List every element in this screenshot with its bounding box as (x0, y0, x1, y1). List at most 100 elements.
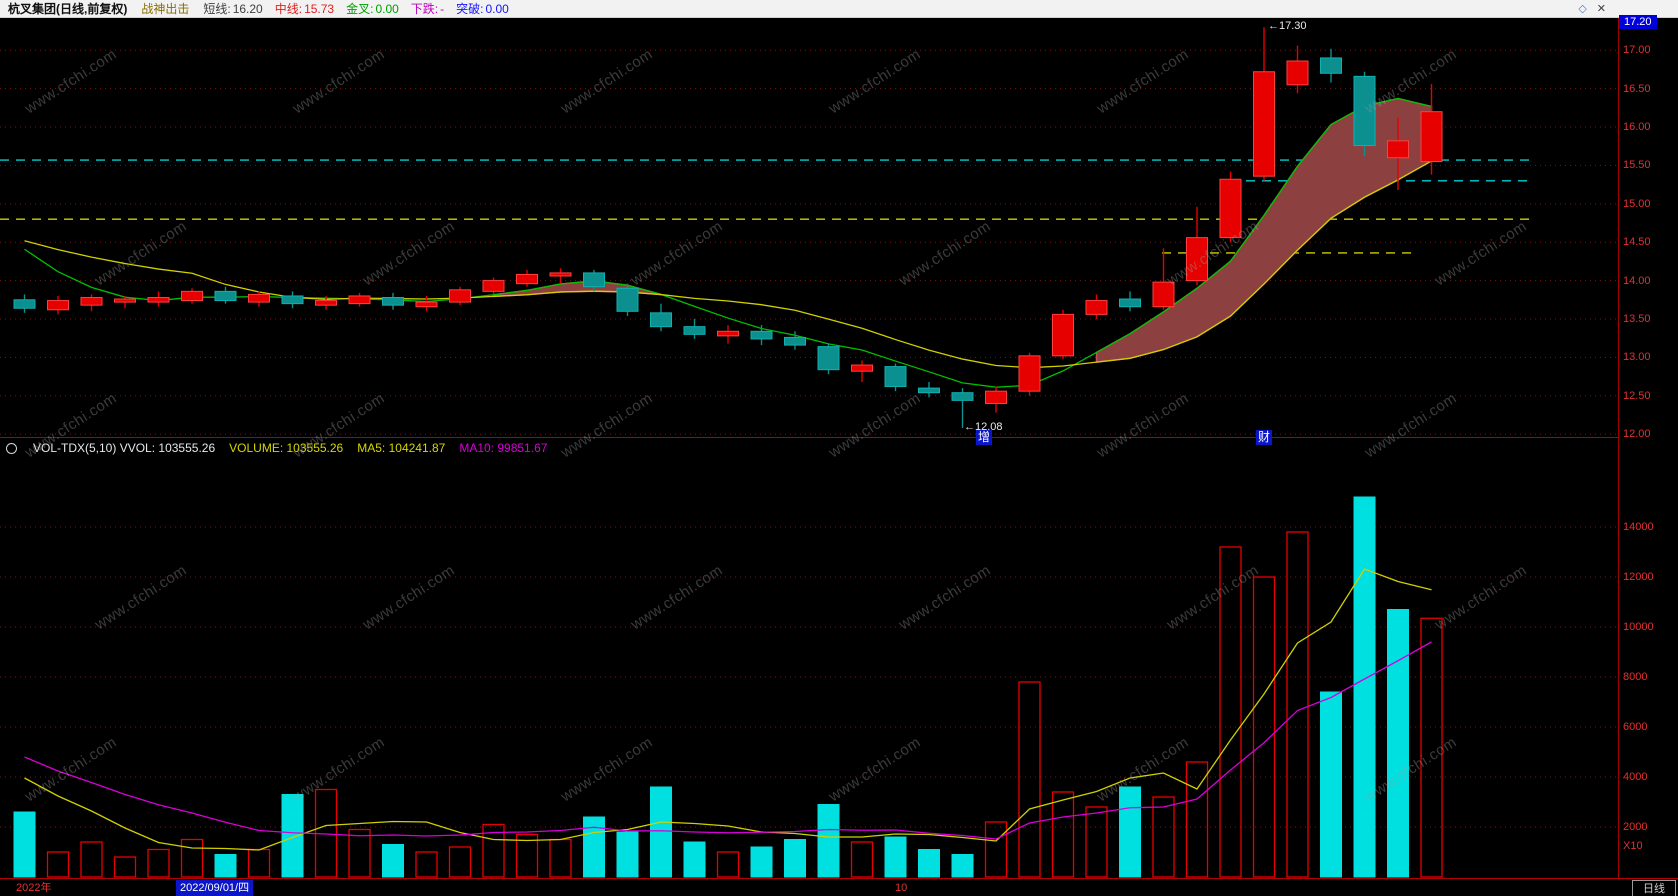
volume-bar-up (348, 828, 371, 878)
volume-ma5-line (24, 568, 1432, 851)
volume-bar-up (1085, 806, 1108, 878)
candle-body (583, 272, 605, 288)
ma5-value: 104241.87 (388, 441, 446, 455)
field-label: 下跌: (410, 1, 439, 16)
price-axis-label: 16.00 (1623, 121, 1651, 134)
volume-bar-down (1119, 786, 1141, 878)
volume-bar-down (382, 844, 404, 878)
volume-bar-down (650, 786, 672, 878)
indicator-field: 下跌: - (411, 0, 444, 18)
ma5-label: MA5: (357, 441, 386, 455)
vol-indicator-name: VOL-TDX(5,10) (33, 441, 117, 455)
candle-body (281, 295, 304, 305)
candle-body (650, 312, 672, 328)
axis-year-label: 2022年 (16, 882, 52, 894)
volume-axis-label: 6000 (1623, 721, 1648, 733)
volume-axis-label: 4000 (1623, 771, 1648, 783)
candle-body (1320, 57, 1342, 74)
volume-bar-down (583, 816, 605, 878)
volume-axis-label: 12000 (1623, 571, 1654, 583)
candle-body (1152, 281, 1175, 308)
volume-bar-up (1286, 531, 1309, 878)
candlestick-chart[interactable] (0, 18, 1618, 438)
price-axis-label: 13.50 (1623, 312, 1651, 325)
field-value: 15.73 (304, 1, 335, 16)
volume-bar-up (415, 851, 438, 878)
volume-bar-up (147, 848, 170, 878)
volume-bar-up (80, 841, 103, 878)
volume-indicator-header: VOL-TDX(5,10) VVOL: 103555.26 VOLUME: 10… (0, 438, 1618, 458)
volume-bar-up (482, 823, 505, 878)
vvol-label: VVOL: (119, 441, 156, 455)
candle-body (683, 326, 706, 335)
volume-bar-up (984, 821, 1008, 878)
candle-body (951, 392, 974, 401)
candle-body (851, 364, 873, 372)
volume-pane[interactable] (0, 458, 1618, 878)
price-axis-label: 15.50 (1623, 159, 1651, 172)
indicator-toggle-icon[interactable] (6, 442, 17, 454)
price-axis-label: 14.50 (1623, 236, 1651, 249)
price-axis-label: 13.00 (1623, 351, 1651, 364)
field-value: 0.00 (375, 1, 399, 16)
field-label: 短线: (203, 1, 231, 16)
candle-body (717, 330, 739, 337)
volume-bar-down (281, 794, 304, 878)
volume-chart[interactable] (0, 458, 1618, 878)
ma10-value: 99851.67 (497, 441, 548, 455)
candle-body (918, 387, 940, 394)
candle-body (1018, 355, 1041, 392)
field-label: 中线: (274, 1, 303, 16)
header-icons: ◇ ✕ (1578, 0, 1670, 18)
volume-bar-down (683, 841, 706, 878)
price-pane[interactable] (0, 18, 1618, 438)
volume-axis-label: 8000 (1623, 671, 1648, 683)
price-annotation: ←12.08 (964, 421, 1003, 434)
candle-body (750, 330, 773, 340)
volume-bar-down (817, 804, 840, 878)
axis-date-badge[interactable]: 2022/09/01/四 (176, 880, 254, 896)
candle-body (1186, 237, 1208, 282)
volume-bar-up (1420, 617, 1443, 878)
volume-bar-down (1320, 691, 1342, 878)
volume-axis-label: 14000 (1623, 521, 1654, 533)
indicator-field: 金叉: 0.00 (346, 0, 399, 18)
volume-bar-up (1051, 791, 1075, 878)
marker-tag: 财 (1256, 430, 1273, 445)
volume-bar-up (180, 838, 204, 878)
latest-price-badge: 17.20 (1619, 15, 1657, 29)
marker-tag: 增 (976, 430, 993, 445)
candle-body (1119, 298, 1141, 308)
volume-bar-up (1185, 761, 1209, 878)
period-selector[interactable]: 日线 (1632, 880, 1676, 896)
short-ma-line (24, 97, 1432, 388)
volume-ma10-line (24, 641, 1432, 840)
volume-bar-down (784, 839, 806, 878)
candle-body (817, 346, 840, 371)
volume-bar-up (247, 848, 271, 878)
volume-bar-up (1152, 796, 1175, 878)
candle-body (884, 366, 907, 388)
candle-body (616, 287, 639, 312)
vvol-value: 103555.26 (158, 441, 216, 455)
volume-bar-up (1219, 546, 1242, 878)
candle-body (348, 295, 371, 305)
chart-area: VOL-TDX(5,10) VVOL: 103555.26 VOLUME: 10… (0, 15, 1678, 878)
time-axis-bar: 2022年 2022/09/01/四 10 日线 (0, 878, 1678, 896)
candle-body (1387, 140, 1409, 159)
candle-body (382, 296, 404, 306)
price-axis-label: 16.50 (1623, 82, 1651, 95)
chart-column: VOL-TDX(5,10) VVOL: 103555.26 VOLUME: 10… (0, 18, 1618, 878)
axis-month-label: 10 (895, 882, 908, 894)
volume-bar-down (1353, 496, 1376, 878)
volume-bar-down (214, 854, 237, 878)
ma10-label: MA10: (459, 441, 495, 455)
diamond-icon[interactable]: ◇ (1578, 2, 1587, 15)
candle-body (516, 273, 538, 285)
volume-bar-up (113, 856, 137, 878)
candle-body (1253, 71, 1275, 177)
volume-bar-down (918, 849, 940, 878)
volume-bar-up (448, 846, 472, 878)
close-icon[interactable]: ✕ (1596, 2, 1606, 15)
